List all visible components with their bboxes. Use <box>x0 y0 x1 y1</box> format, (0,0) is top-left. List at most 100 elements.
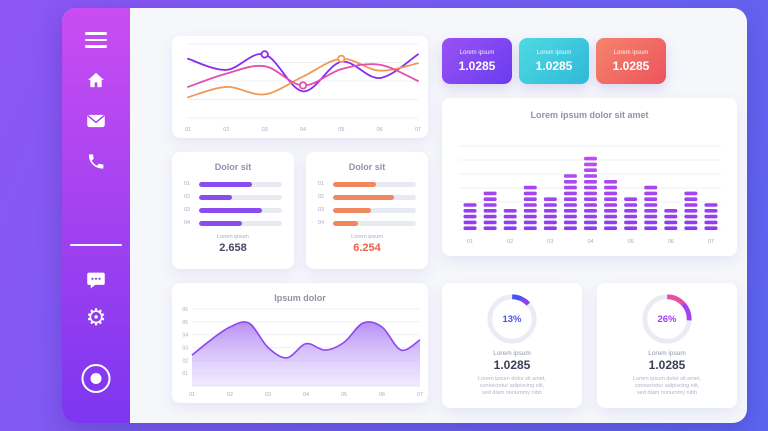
progress-fill <box>199 181 253 187</box>
svg-text:05: 05 <box>338 127 344 133</box>
donut-card-1: 13% Lorem ipsum 1.0285 Lorem ipsum dolor… <box>442 283 582 408</box>
donut-wrap: 26% <box>640 292 694 346</box>
progress-track <box>199 220 282 226</box>
svg-text:01: 01 <box>185 127 191 133</box>
svg-text:06: 06 <box>377 127 383 133</box>
progress-list: 01 02 03 04 <box>184 181 282 226</box>
svg-text:06: 06 <box>379 392 385 398</box>
mail-icon[interactable] <box>86 112 107 130</box>
svg-text:03: 03 <box>547 239 553 245</box>
svg-text:03: 03 <box>265 392 271 398</box>
sidebar: ⚙ <box>62 8 130 423</box>
area-chart: 01 02 03 04 05 06 01 02 03 04 05 06 07 <box>182 307 423 398</box>
stat-label: Lorem ipsum <box>459 49 495 56</box>
progress-row: 01 <box>318 181 416 187</box>
progress-footer-value: 2.658 <box>219 242 247 254</box>
svg-text:06: 06 <box>182 307 188 313</box>
bar-card-title: Lorem ipsum dolor sit amet <box>530 110 649 120</box>
svg-text:03: 03 <box>262 127 268 133</box>
progress-fill <box>199 220 243 226</box>
gear-icon[interactable]: ⚙ <box>85 304 107 330</box>
svg-text:01: 01 <box>467 239 473 245</box>
progress-track <box>333 194 416 200</box>
progress-footer-label: Lorem ipsum <box>217 234 249 240</box>
svg-text:01: 01 <box>189 392 195 398</box>
progress-fill <box>199 207 263 213</box>
svg-text:07: 07 <box>415 127 421 133</box>
progress-row-label: 04 <box>318 220 325 226</box>
svg-text:04: 04 <box>300 127 306 133</box>
progress-track <box>333 181 416 187</box>
progress-fill <box>199 194 233 200</box>
record-icon[interactable] <box>81 364 111 393</box>
progress-row-label: 03 <box>184 207 191 213</box>
donut-card-2: 26% Lorem ipsum 1.0285 Lorem ipsum dolor… <box>597 283 737 408</box>
svg-text:02: 02 <box>227 392 233 398</box>
progress-track <box>199 181 282 187</box>
progress-row: 03 <box>318 207 416 213</box>
progress-row: 01 <box>184 181 282 187</box>
svg-text:06: 06 <box>668 239 674 245</box>
multi-line-chart: 01 02 03 04 05 06 07 <box>185 43 421 133</box>
svg-text:01: 01 <box>182 371 188 377</box>
stat-value: 1.0285 <box>612 58 650 73</box>
progress-row-label: 02 <box>318 194 325 200</box>
progress-track <box>333 220 416 226</box>
record-ring <box>81 364 111 393</box>
donut-value: 1.0285 <box>648 358 686 372</box>
progress-row: 04 <box>184 220 282 226</box>
progress-track <box>199 194 282 200</box>
donut-description: Lorem ipsum dolor sit amet, consectetur … <box>478 376 546 396</box>
progress-row-label: 01 <box>318 181 325 187</box>
donut-label: Lorem ipsum <box>648 350 686 357</box>
progress-footer-label: Lorem ipsum <box>351 234 383 240</box>
progress-row: 03 <box>184 207 282 213</box>
stat-label: Lorem ipsum <box>536 49 572 56</box>
stat-value: 1.0285 <box>535 58 573 73</box>
donut-percent: 13% <box>502 313 522 325</box>
progress-track <box>333 207 416 213</box>
svg-text:04: 04 <box>303 392 309 398</box>
svg-text:07: 07 <box>708 239 714 245</box>
progress-row-label: 03 <box>318 207 325 213</box>
svg-text:02: 02 <box>223 127 229 133</box>
progress-row-label: 04 <box>184 220 191 226</box>
donut-percent: 26% <box>657 313 677 325</box>
progress-card-purple: Dolor sit 01 02 03 04 Lorem ipsum 2.658 <box>172 152 294 269</box>
progress-footer-value: 6.254 <box>353 242 381 254</box>
segmented-bar-chart: 01 02 03 04 05 06 07 <box>460 145 721 245</box>
progress-card-title: Dolor sit <box>348 162 386 172</box>
donut-label: Lorem ipsum <box>493 350 531 357</box>
svg-text:04: 04 <box>587 239 593 245</box>
stat-card-purple: Lorem ipsum 1.0285 <box>442 38 512 84</box>
progress-card-title: Dolor sit <box>214 162 252 172</box>
progress-fill <box>333 220 358 226</box>
svg-text:02: 02 <box>507 239 513 245</box>
stat-card-red: Lorem ipsum 1.0285 <box>596 38 666 84</box>
svg-text:03: 03 <box>182 346 188 352</box>
svg-text:04: 04 <box>182 333 188 339</box>
stat-card-teal: Lorem ipsum 1.0285 <box>519 38 589 84</box>
area-card-title: Ipsum dolor <box>274 293 326 303</box>
line-chart-card: 01 02 03 04 05 06 07 <box>172 36 428 138</box>
menu-icon[interactable] <box>85 32 107 48</box>
svg-text:02: 02 <box>182 358 188 364</box>
svg-text:05: 05 <box>341 392 347 398</box>
progress-list: 01 02 03 04 <box>318 181 416 226</box>
svg-text:07: 07 <box>417 392 423 398</box>
home-icon[interactable] <box>86 70 106 90</box>
progress-row-label: 01 <box>184 181 191 187</box>
progress-row: 04 <box>318 220 416 226</box>
phone-icon[interactable] <box>87 152 106 171</box>
record-dot <box>90 373 102 384</box>
chat-icon[interactable] <box>86 270 107 291</box>
svg-text:05: 05 <box>182 320 188 326</box>
area-chart-card: Ipsum dolor 01 02 03 04 05 06 01 02 03 04 05 06 07 <box>172 283 428 403</box>
progress-card-orange: Dolor sit 01 02 03 04 Lorem ipsum 6.254 <box>306 152 428 269</box>
donut-value: 1.0285 <box>493 358 531 372</box>
segmented-bar-card: Lorem ipsum dolor sit amet 01 02 03 04 05 06 0… <box>442 98 737 256</box>
stat-value: 1.0285 <box>458 58 496 73</box>
donut-chart-1 <box>487 294 537 344</box>
donut-description: Lorem ipsum dolor sit amet, consectetur … <box>633 376 701 396</box>
